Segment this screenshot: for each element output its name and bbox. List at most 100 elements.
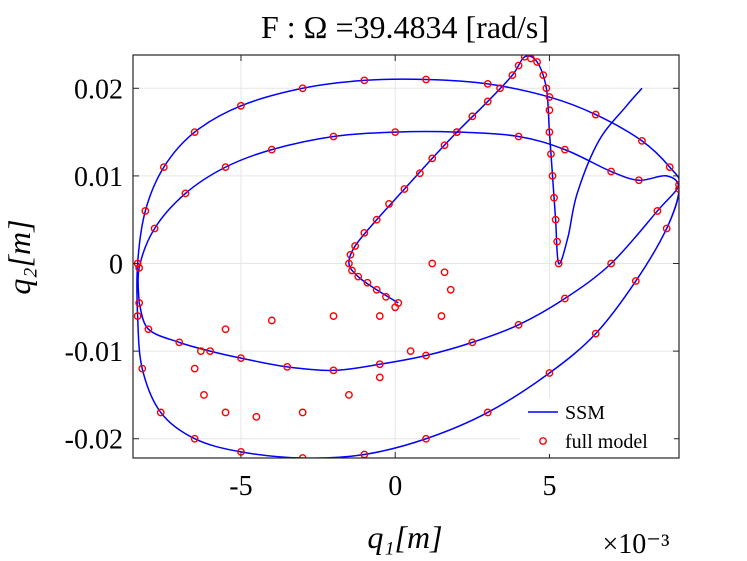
full-model-point [252, 412, 261, 421]
tick-marks [133, 55, 679, 458]
full-model-point [221, 325, 230, 334]
full-model-point [452, 128, 461, 137]
full-model-point [237, 101, 245, 110]
full-model-point [375, 360, 384, 369]
full-model-point [221, 163, 230, 172]
full-model-point [391, 128, 400, 137]
full-model-point [406, 347, 415, 356]
full-model-point [550, 193, 558, 202]
full-model-point [591, 110, 600, 119]
full-model-point [348, 266, 356, 275]
full-model-point [496, 84, 504, 93]
plot-area [132, 54, 680, 459]
full-model-point [144, 325, 153, 334]
full-model-point [190, 364, 199, 373]
full-model-point [329, 366, 338, 375]
plot-frame [132, 54, 680, 459]
full-model-point [345, 391, 353, 399]
legend: SSM full model [520, 398, 674, 454]
x-axis-label: q₁[m] [367, 519, 442, 555]
full-model-point [415, 169, 424, 178]
full-model-point [428, 259, 437, 268]
full-model-point [483, 408, 492, 417]
full-model-point [554, 259, 563, 268]
full-model-point [542, 84, 551, 93]
y-tick-label: -0.01 [65, 337, 123, 368]
full-model-point [138, 364, 147, 373]
full-model-point [267, 316, 276, 325]
full-model-point [607, 167, 616, 176]
full-model-point [375, 373, 384, 382]
full-model-point [360, 228, 369, 237]
y-tick-label: 0.01 [74, 162, 123, 193]
full-model-point [551, 215, 560, 224]
full-model-point [351, 242, 359, 250]
full-model-point [196, 347, 205, 356]
full-model-point [298, 408, 307, 417]
full-model-point [514, 320, 523, 329]
full-model-point [591, 329, 600, 338]
full-model-point [141, 207, 150, 215]
full-model-point [545, 93, 554, 101]
full-model-point [283, 362, 292, 371]
full-model-point [428, 154, 437, 163]
full-model-point [400, 185, 409, 193]
full-model-point [360, 76, 369, 85]
full-model-point [329, 312, 338, 320]
full-model-point [267, 145, 276, 154]
full-model-point [437, 312, 446, 320]
full-model-point [422, 434, 430, 443]
full-model-point [539, 71, 548, 80]
full-model-point [607, 259, 616, 268]
y-tick-label: 0.02 [74, 74, 123, 105]
y-tick-label: -0.02 [65, 425, 123, 456]
full-model-point [547, 150, 555, 158]
full-model-point [237, 354, 245, 363]
full-model-point [372, 285, 381, 294]
full-model-point [545, 106, 554, 115]
full-model-point [662, 224, 671, 233]
full-model-point [446, 285, 455, 294]
full-model-point [508, 71, 517, 80]
full-model-point [553, 237, 562, 246]
full-model-point [422, 351, 430, 360]
legend-full-model-marker [539, 437, 547, 445]
full-model-point [150, 224, 159, 233]
full-model-point [440, 141, 449, 150]
full-model-point [206, 347, 215, 356]
full-model-point [221, 408, 230, 417]
full-model-point [190, 128, 199, 137]
full-model-point [382, 292, 390, 301]
full-model-point [635, 176, 643, 185]
full-model-point [638, 136, 646, 145]
full-model-point [363, 278, 372, 287]
full-model-point [545, 128, 554, 137]
full-model-point [200, 391, 208, 399]
full-model-point [514, 132, 523, 141]
full-model-point [354, 272, 363, 281]
full-model-point [345, 259, 353, 268]
x-tick-label: 0 [388, 471, 402, 502]
full-model-point [372, 215, 381, 224]
full-model-point [483, 80, 492, 88]
legend-ssm-label: SSM [565, 402, 605, 424]
plot-background [133, 55, 679, 458]
full-model-point [468, 338, 477, 347]
full-model-point [375, 312, 384, 320]
full-model-point [181, 189, 190, 198]
full-model-point [175, 338, 184, 347]
full-model-point [385, 200, 393, 208]
x-tick-label: -5 [229, 471, 252, 502]
x-tick-labels: -5 0 5 [229, 471, 556, 502]
y-tick-labels: -0.02 -0.01 0 0.01 0.02 [65, 74, 123, 455]
y-tick-label: 0 [109, 250, 123, 281]
full-model-point [391, 303, 400, 312]
full-model-point [665, 163, 674, 172]
chart-title: F : Ω =39.4834 [rad/s] [261, 9, 549, 45]
full-model-point [346, 250, 355, 259]
full-model-point [548, 171, 557, 180]
x-tick-label: 5 [542, 471, 556, 502]
x-axis-exponent: ×10⁻³ [603, 529, 670, 560]
legend-box [520, 398, 674, 454]
